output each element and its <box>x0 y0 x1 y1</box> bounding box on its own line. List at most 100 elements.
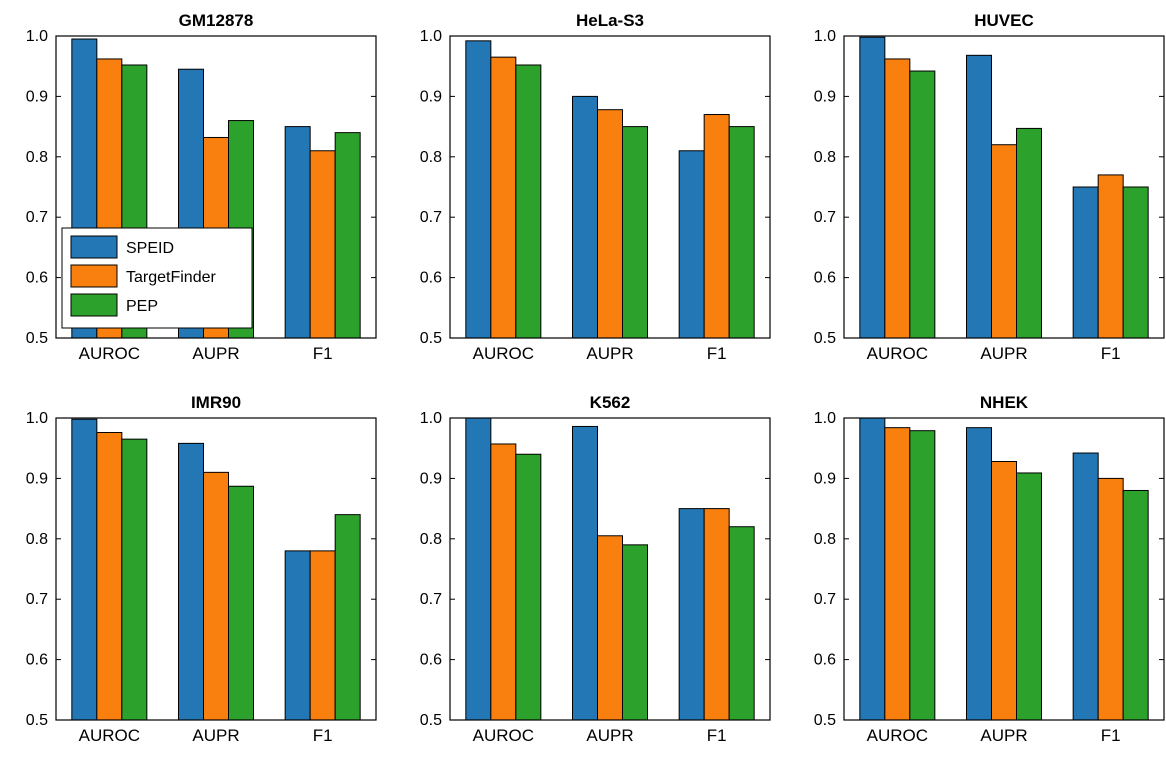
bar-pep-aupr <box>1016 127 1042 339</box>
x-tick-label: AUROC <box>79 726 140 745</box>
bar-targetfinder-aupr <box>991 460 1017 721</box>
chart-title: IMR90 <box>191 393 241 412</box>
x-tick-label: AUPR <box>980 344 1027 363</box>
x-tick-label: AUROC <box>79 344 140 363</box>
legend-swatch-targetfinder <box>70 264 118 288</box>
bar-pep-aupr <box>622 544 648 721</box>
y-tick-label: 0.6 <box>420 270 442 287</box>
bar-targetfinder-f1 <box>703 508 730 721</box>
x-tick-label: F1 <box>1101 726 1121 745</box>
y-tick-label: 0.9 <box>26 470 48 487</box>
y-tick-label: 0.5 <box>420 330 442 347</box>
legend: SPEID TargetFinder PEP <box>61 227 253 329</box>
bar-targetfinder-aupr <box>597 535 623 721</box>
y-tick-label: 0.7 <box>26 209 48 226</box>
chart-panel-imr90: IMR90 AUROC AUPR F1 0.5 0.6 0.7 0.8 0.9 1.0 <box>26 393 377 745</box>
y-tick-label: 0.8 <box>814 149 836 166</box>
y-tick-label: 0.9 <box>420 470 442 487</box>
bar-pep-f1 <box>728 526 755 721</box>
x-tick-label: F1 <box>313 726 333 745</box>
bar-speid-aupr <box>572 95 598 339</box>
chart-title: K562 <box>590 393 631 412</box>
legend-label-targetfinder: TargetFinder <box>126 269 216 286</box>
bar-targetfinder-f1 <box>1097 477 1124 721</box>
axes-frame <box>449 417 771 721</box>
y-tick-label: 1.0 <box>26 410 48 427</box>
y-tick-label: 1.0 <box>814 28 836 45</box>
y-tick-label: 0.7 <box>420 209 442 226</box>
bar-pep-auroc <box>121 438 148 721</box>
x-tick-label: F1 <box>707 726 727 745</box>
bar-targetfinder-auroc <box>884 427 911 721</box>
bar-pep-f1 <box>334 132 361 339</box>
bar-pep-f1 <box>1122 489 1149 721</box>
bar-targetfinder-auroc <box>884 58 911 339</box>
bar-speid-aupr <box>966 54 992 339</box>
x-tick-label: AUPR <box>586 344 633 363</box>
legend-swatch-speid <box>70 235 118 259</box>
bar-speid-auroc <box>465 40 492 339</box>
y-tick-label: 1.0 <box>814 410 836 427</box>
bar-targetfinder-aupr <box>991 144 1017 339</box>
bar-speid-auroc <box>465 417 492 721</box>
x-tick-label: F1 <box>313 344 333 363</box>
x-tick-label: AUPR <box>192 344 239 363</box>
y-tick-label: 1.0 <box>420 28 442 45</box>
chart-panel-nhek: NHEK AUROC AUPR F1 0.5 0.6 0.7 0.8 0.9 1.0 <box>814 393 1165 745</box>
legend-label-pep: PEP <box>126 298 158 315</box>
y-tick-label: 0.6 <box>814 652 836 669</box>
bar-targetfinder-aupr <box>597 109 623 339</box>
y-tick-label: 0.8 <box>26 149 48 166</box>
bar-targetfinder-aupr <box>203 471 229 721</box>
x-tick-label: AUROC <box>473 344 534 363</box>
axes-frame <box>55 417 377 721</box>
y-tick-label: 0.9 <box>26 88 48 105</box>
y-tick-label: 0.8 <box>814 531 836 548</box>
bar-pep-auroc <box>515 453 542 721</box>
bar-speid-f1 <box>284 550 311 721</box>
y-tick-label: 0.9 <box>814 88 836 105</box>
y-tick-label: 1.0 <box>26 28 48 45</box>
x-tick-label: F1 <box>707 344 727 363</box>
y-tick-label: 0.6 <box>420 652 442 669</box>
bar-targetfinder-auroc <box>490 56 517 339</box>
x-tick-label: AUPR <box>980 726 1027 745</box>
y-tick-label: 0.6 <box>26 652 48 669</box>
y-tick-label: 0.9 <box>420 88 442 105</box>
y-tick-label: 0.8 <box>420 149 442 166</box>
y-tick-label: 0.5 <box>814 330 836 347</box>
y-tick-label: 0.5 <box>814 712 836 729</box>
bar-speid-aupr <box>572 425 598 721</box>
bar-speid-aupr <box>178 442 204 721</box>
x-tick-label: AUROC <box>867 726 928 745</box>
bar-speid-f1 <box>1072 186 1099 339</box>
bar-targetfinder-f1 <box>309 150 336 339</box>
bar-speid-f1 <box>1072 452 1099 721</box>
x-tick-label: AUROC <box>473 726 534 745</box>
y-tick-label: 0.8 <box>420 531 442 548</box>
y-tick-label: 0.5 <box>420 712 442 729</box>
x-tick-label: AUPR <box>586 726 633 745</box>
x-tick-label: AUPR <box>192 726 239 745</box>
bar-speid-f1 <box>678 150 705 339</box>
bar-pep-f1 <box>728 126 755 339</box>
axes-frame <box>449 35 771 339</box>
bar-targetfinder-f1 <box>309 550 336 721</box>
y-tick-label: 0.7 <box>814 591 836 608</box>
bar-pep-auroc <box>909 430 936 721</box>
bar-targetfinder-auroc <box>490 443 517 721</box>
bar-pep-aupr <box>228 485 254 721</box>
bar-pep-f1 <box>1122 186 1149 339</box>
y-tick-label: 0.7 <box>814 209 836 226</box>
y-tick-label: 0.5 <box>26 712 48 729</box>
bar-targetfinder-auroc <box>96 431 123 721</box>
chart-panel-k562: K562 AUROC AUPR F1 0.5 0.6 0.7 0.8 0.9 1.0 <box>420 393 771 745</box>
legend-swatch-pep <box>70 293 118 317</box>
bar-pep-aupr <box>622 126 648 339</box>
axes-frame <box>843 35 1165 339</box>
y-tick-label: 0.6 <box>26 270 48 287</box>
y-tick-label: 0.9 <box>814 470 836 487</box>
bar-speid-auroc <box>71 418 98 721</box>
bar-speid-auroc <box>859 36 886 339</box>
